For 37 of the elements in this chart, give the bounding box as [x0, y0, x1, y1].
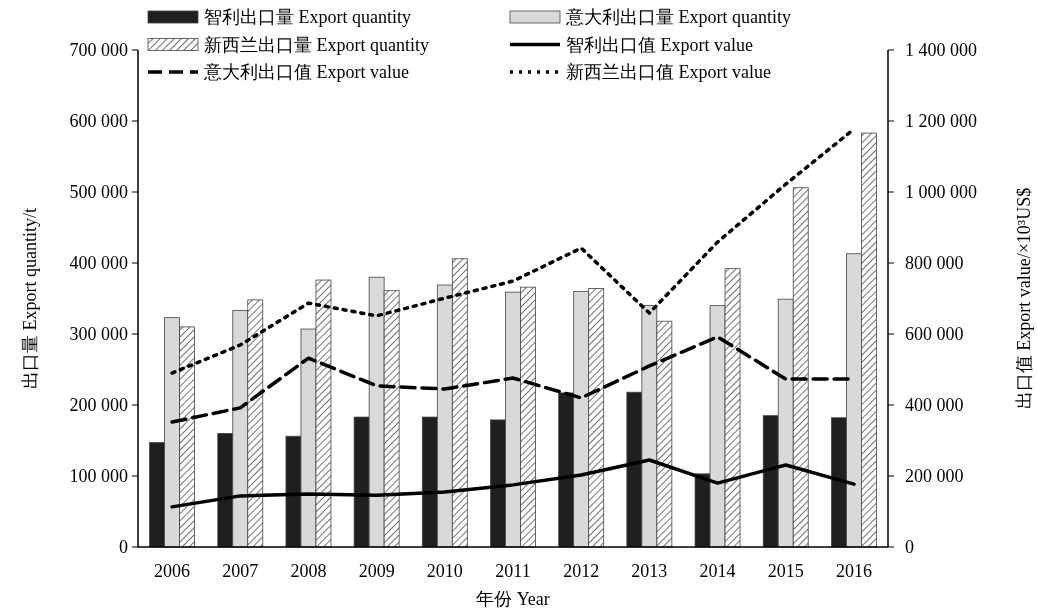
y2-tick-label: 1 000 000 — [905, 182, 977, 202]
legend-label: 新西兰出口量 Export quantity — [204, 34, 429, 55]
y-tick-label: 700 000 — [69, 40, 128, 60]
x-tick-label: 2008 — [290, 561, 327, 581]
x-tick-label: 2015 — [767, 561, 804, 581]
legend-label: 智利出口量 Export quantity — [204, 7, 411, 27]
x-tick-label: 2011 — [495, 561, 531, 581]
legend-label: 智利出口值 Export value — [566, 34, 753, 55]
y-tick-label: 300 000 — [69, 324, 128, 344]
x-tick-label: 2012 — [563, 561, 600, 581]
y2-tick-label: 1 200 000 — [905, 111, 977, 131]
y-tick-label: 0 — [119, 537, 128, 557]
y2-axis-title: 出口值 Export value/×10³US$ — [1014, 187, 1034, 410]
y2-tick-label: 200 000 — [905, 466, 964, 486]
y-tick-label: 400 000 — [69, 253, 128, 273]
y2-tick-label: 1 400 000 — [905, 40, 977, 60]
y2-tick-label: 600 000 — [905, 324, 964, 344]
legend-label: 意大利出口量 Export quantity — [565, 7, 791, 27]
legend-label: 意大利出口值 Export value — [203, 62, 409, 82]
y-tick-label: 600 000 — [69, 111, 128, 131]
x-tick-label: 2013 — [631, 561, 668, 581]
y2-tick-label: 800 000 — [905, 253, 964, 273]
y2-tick-label: 0 — [905, 537, 914, 557]
x-tick-label: 2007 — [222, 561, 259, 581]
legend-label: 新西兰出口值 Export value — [566, 62, 771, 82]
x-tick-label: 2016 — [835, 561, 872, 581]
y-tick-label: 200 000 — [69, 395, 128, 415]
y-axis-title: 出口量 Export quantity/t — [20, 208, 40, 389]
x-tick-label: 2006 — [154, 561, 191, 581]
x-axis-title: 年份 Year — [476, 589, 550, 609]
y2-tick-label: 400 000 — [905, 395, 964, 415]
x-tick-label: 2010 — [426, 561, 463, 581]
y-tick-label: 500 000 — [69, 182, 128, 202]
x-tick-label: 2009 — [358, 561, 395, 581]
y-tick-label: 100 000 — [69, 466, 128, 486]
x-tick-label: 2014 — [699, 561, 736, 581]
line-series — [170, 458, 856, 509]
